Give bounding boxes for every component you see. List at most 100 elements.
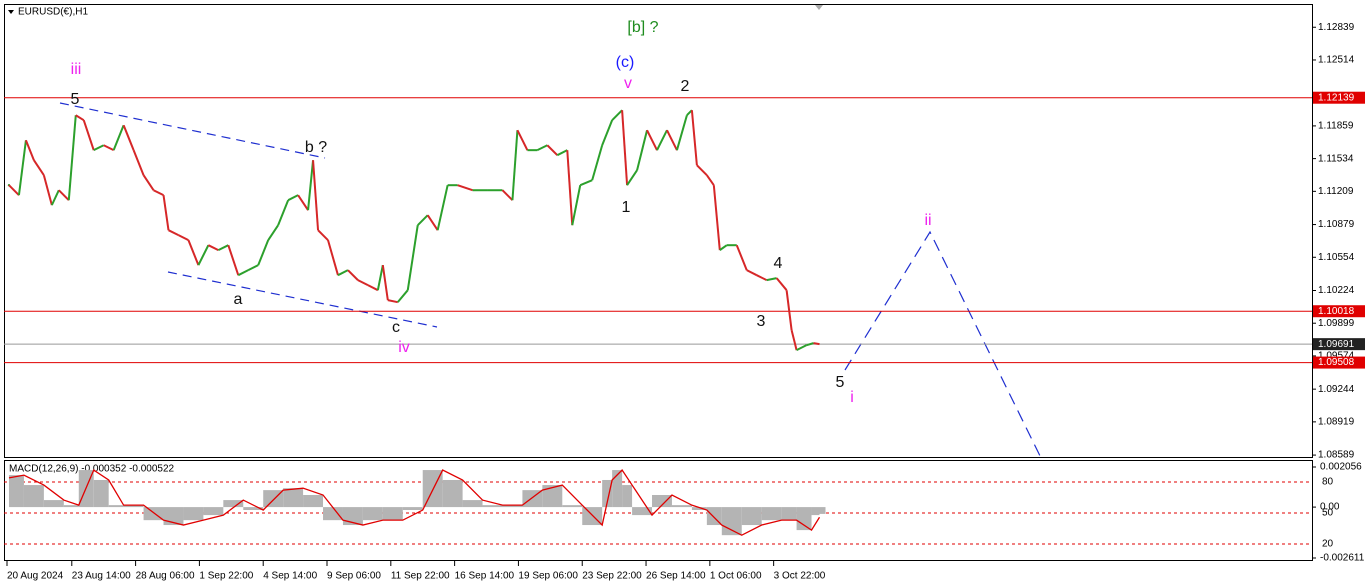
y-tick-label: 1.08919 bbox=[1318, 417, 1355, 428]
macd-bar bbox=[671, 505, 692, 508]
price-segment bbox=[267, 224, 279, 241]
price-segment bbox=[387, 299, 398, 304]
price-segment bbox=[247, 264, 259, 272]
signal-line bbox=[8, 469, 821, 536]
price-segment bbox=[75, 114, 85, 122]
price-segment bbox=[17, 140, 27, 196]
price-segment bbox=[162, 195, 170, 231]
y-tick-label: 1.09574 bbox=[1318, 351, 1355, 362]
price-segment bbox=[381, 264, 389, 301]
price-segment bbox=[813, 342, 820, 346]
macd-bar bbox=[362, 507, 383, 521]
price-segment bbox=[142, 174, 155, 191]
price-segment bbox=[775, 277, 788, 291]
x-tick-label: 11 Sep 22:00 bbox=[391, 571, 450, 582]
macd-bar bbox=[243, 507, 264, 511]
price-segment bbox=[58, 189, 70, 201]
macd-bar bbox=[108, 505, 124, 508]
price-segment bbox=[536, 144, 548, 152]
macd-bar bbox=[382, 507, 403, 521]
price-segment bbox=[735, 244, 748, 271]
x-tick-label: 20 Aug 2024 bbox=[7, 571, 64, 582]
price-segment bbox=[656, 129, 668, 151]
y-tick-label: 1.09244 bbox=[1318, 384, 1355, 395]
price-segment bbox=[696, 164, 708, 176]
y-tick-label: 0.00 bbox=[1320, 502, 1340, 513]
x-tick-label: 19 Sep 06:00 bbox=[518, 571, 578, 582]
price-segment bbox=[756, 274, 768, 282]
x-tick-label: 28 Aug 06:00 bbox=[136, 571, 195, 582]
price-segment bbox=[712, 185, 721, 251]
macd-bar bbox=[442, 479, 463, 508]
wave-label: 4 bbox=[774, 255, 783, 272]
price-segment bbox=[50, 189, 60, 206]
price-segment bbox=[719, 244, 728, 251]
price-segment bbox=[591, 144, 604, 181]
price-segment bbox=[457, 184, 473, 192]
price-segment bbox=[327, 239, 339, 276]
price-segment bbox=[8, 184, 20, 196]
current-price-label: 1.09691 bbox=[1318, 339, 1355, 350]
price-segment bbox=[646, 129, 658, 151]
price-segment bbox=[397, 289, 409, 303]
macd-bar bbox=[796, 507, 812, 531]
macd-bar bbox=[223, 500, 244, 508]
price-segment bbox=[436, 184, 449, 231]
level-label-box bbox=[1313, 91, 1365, 104]
macd-bar bbox=[652, 495, 672, 508]
wave-label: 3 bbox=[757, 313, 766, 330]
price-segment bbox=[406, 225, 419, 291]
y-tick-label: 1.08589 bbox=[1318, 450, 1355, 461]
macd-bar bbox=[23, 485, 44, 508]
x-tick-label: 3 Oct 22:00 bbox=[774, 571, 826, 582]
projection-line bbox=[844, 230, 1043, 461]
price-segment bbox=[227, 244, 240, 276]
price-segment bbox=[237, 269, 249, 277]
price-segment bbox=[666, 129, 678, 151]
price-segment bbox=[257, 239, 270, 266]
macd-bar bbox=[741, 507, 762, 526]
macd-bar bbox=[691, 507, 707, 511]
wave-label: 5 bbox=[71, 91, 80, 108]
price-segment bbox=[25, 139, 35, 161]
price-segment bbox=[187, 239, 200, 266]
wave-label: c bbox=[392, 319, 400, 336]
x-tick-label: 16 Sep 14:00 bbox=[455, 571, 515, 582]
macd-bar bbox=[542, 485, 563, 508]
price-segment bbox=[426, 214, 439, 231]
y-tick-label: 1.11209 bbox=[1318, 186, 1354, 197]
macd-bar bbox=[622, 485, 633, 508]
current-price-box bbox=[1313, 338, 1365, 351]
x-tick-label: 23 Sep 22:00 bbox=[582, 571, 642, 582]
price-segment bbox=[67, 115, 77, 201]
y-tick-label: 1.12514 bbox=[1318, 55, 1355, 66]
price-segment bbox=[501, 189, 514, 201]
price-segment bbox=[579, 179, 593, 187]
macd-bar bbox=[781, 507, 797, 521]
level-label: 1.12139 bbox=[1318, 92, 1355, 103]
menu-arrow bbox=[8, 10, 14, 14]
price-segment bbox=[197, 244, 210, 266]
price-segment bbox=[796, 344, 807, 351]
price-segment bbox=[636, 129, 649, 171]
price-segment bbox=[367, 284, 379, 292]
price-segment bbox=[217, 244, 229, 252]
price-segment bbox=[556, 149, 568, 157]
price-segment bbox=[601, 119, 614, 146]
price-segment bbox=[516, 129, 529, 151]
level-label: 1.09508 bbox=[1318, 357, 1355, 368]
y-tick-label: -0.002611 bbox=[1320, 553, 1365, 564]
y2-tick-label: 80 bbox=[1322, 477, 1334, 488]
price-segment bbox=[297, 194, 309, 211]
x-tick-label: 23 Aug 14:00 bbox=[72, 571, 131, 582]
price-segment bbox=[785, 290, 793, 331]
macd-bar bbox=[283, 488, 304, 508]
price-segment bbox=[153, 189, 164, 197]
macd-bar bbox=[93, 479, 109, 508]
price-segment bbox=[132, 149, 145, 176]
shift-marker bbox=[815, 5, 823, 10]
macd-bar bbox=[203, 507, 224, 516]
y-tick-label: 1.09899 bbox=[1318, 318, 1355, 329]
macd-bar bbox=[482, 505, 503, 508]
macd-bar bbox=[612, 470, 623, 508]
